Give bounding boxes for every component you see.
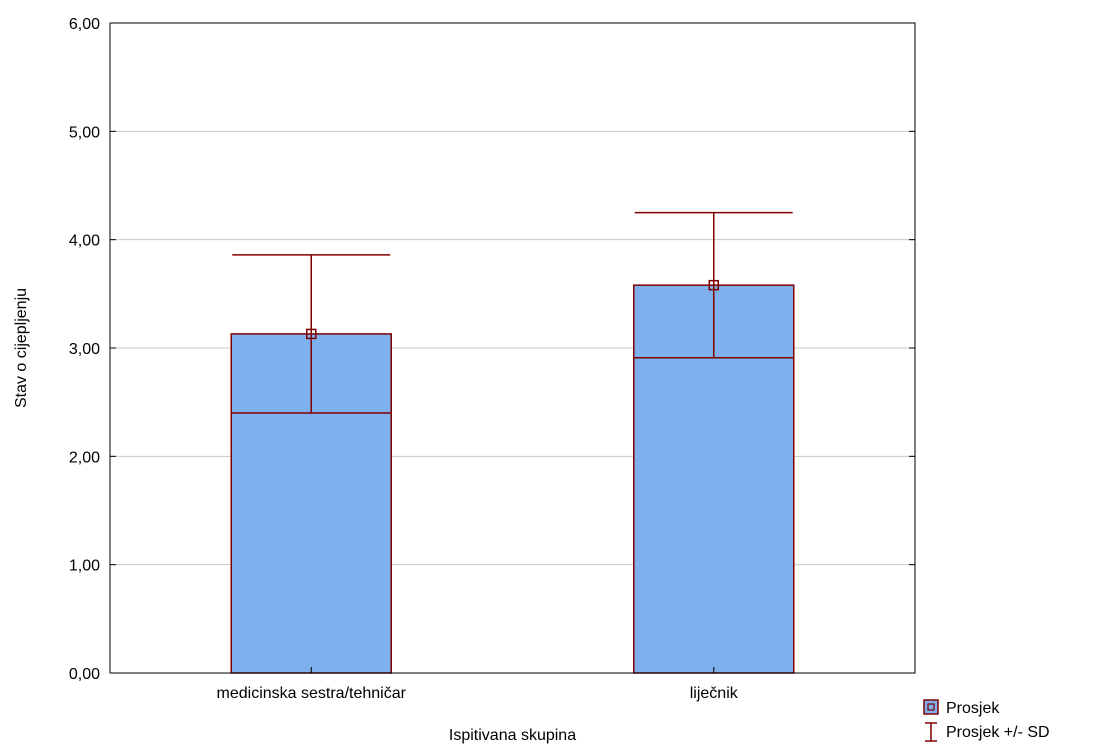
bars <box>230 284 795 674</box>
y-ticks: 0,00 1,00 2,00 3,00 4,00 5,00 6,00 <box>69 16 915 683</box>
y-tick-label: 1,00 <box>69 558 100 575</box>
x-tick-label: medicinska sestra/tehničar <box>217 685 407 702</box>
y-tick-label: 5,00 <box>69 124 100 141</box>
x-axis-title: Ispitivana skupina <box>449 727 576 744</box>
y-tick-label: 4,00 <box>69 233 100 250</box>
legend-label: Prosjek <box>946 700 1000 717</box>
legend-label: Prosjek +/- SD <box>946 724 1050 741</box>
legend-mean-marker <box>927 703 935 711</box>
bar <box>633 284 795 674</box>
y-tick-label: 3,00 <box>69 341 100 358</box>
mean-marker <box>306 328 317 340</box>
error-bars <box>231 211 794 414</box>
x-ticks: medicinska sestra/tehničar liječnik <box>217 667 739 702</box>
x-tick-label: liječnik <box>690 685 739 702</box>
y-tick-label: 6,00 <box>69 16 100 33</box>
legend-swatch-mean <box>923 699 939 715</box>
y-tick-label: 2,00 <box>69 449 100 466</box>
y-axis-title: Stav o cijepljenju <box>13 288 30 408</box>
legend: Prosjek Prosjek +/- SD <box>923 699 1050 742</box>
y-tick-label: 0,00 <box>69 666 100 683</box>
mean-marker <box>708 279 719 291</box>
